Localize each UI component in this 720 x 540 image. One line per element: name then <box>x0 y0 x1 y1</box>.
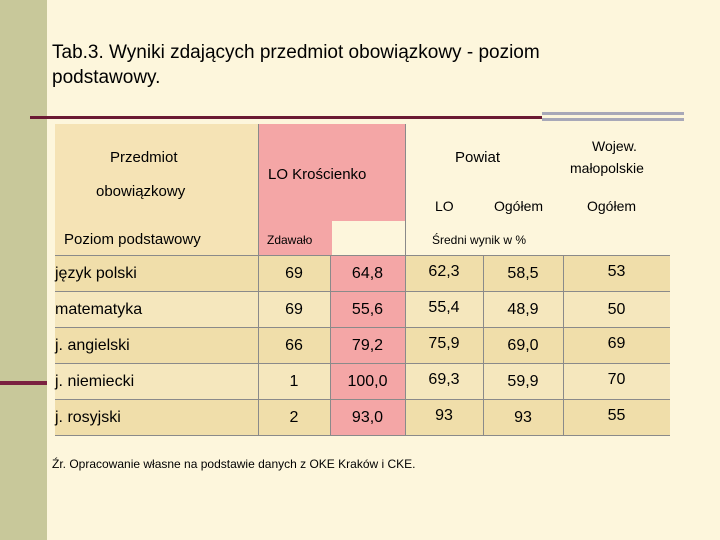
left-decor-notch <box>0 381 47 385</box>
header-zdawalo-cell <box>258 221 332 255</box>
header-wojew: Wojew. <box>592 138 637 154</box>
lo-cell: 75,9 <box>428 335 460 352</box>
ogolem-cell: 93 <box>514 409 532 426</box>
lo-kroscienko-cell: 55,6 <box>351 301 384 318</box>
ogolem-cell: 69,0 <box>507 337 539 354</box>
lo-kroscienko-column <box>330 255 405 435</box>
lo-kroscienko-cell: 64,8 <box>351 265 384 282</box>
subject-cell: język polski <box>55 265 137 282</box>
header-ogolem-powiat: Ogółem <box>494 198 544 214</box>
grid-line <box>55 399 670 400</box>
wojew-cell: 70 <box>607 371 626 388</box>
header-level-cell <box>55 221 258 255</box>
subject-cell: j. angielski <box>55 337 130 354</box>
wojew-cell: 69 <box>607 335 626 352</box>
header-subject-cell <box>55 124 258 221</box>
lo-cell: 93 <box>435 407 453 424</box>
lo-kroscienko-cell: 79,2 <box>351 337 384 354</box>
left-decor-band <box>0 0 47 540</box>
grid-line <box>55 291 670 292</box>
title-rule-accent-bottom <box>542 118 684 121</box>
grid-line <box>483 255 484 435</box>
header-lo: LO <box>435 198 454 214</box>
header-powiat: Powiat <box>455 149 501 166</box>
wojew-cell: 50 <box>607 301 626 318</box>
grid-line <box>55 327 670 328</box>
slide-title: Tab.3. Wyniki zdających przedmiot obowią… <box>52 42 540 88</box>
grid-line <box>258 124 259 435</box>
lo-cell: 55,4 <box>428 299 460 316</box>
zdawalo-cell: 66 <box>285 337 303 354</box>
lo-cell: 69,3 <box>428 371 460 388</box>
title-rule-accent-top <box>542 112 684 115</box>
zdawalo-cell: 69 <box>285 265 303 282</box>
zdawalo-cell: 2 <box>289 409 299 426</box>
grid-line <box>563 255 564 435</box>
grid-line <box>55 435 670 436</box>
header-malopolskie: małopolskie <box>570 160 644 176</box>
wojew-cell: 53 <box>607 263 626 280</box>
header-poziom: Poziom podstawowy <box>64 231 201 248</box>
lo-kroscienko-cell: 100,0 <box>347 373 388 390</box>
subject-cell: matematyka <box>55 301 143 318</box>
subject-cell: j. rosyjski <box>55 409 121 426</box>
grid-line <box>55 363 670 364</box>
grid-line <box>330 255 331 435</box>
ogolem-cell: 48,9 <box>507 301 539 318</box>
header-ogolem-wojew: Ogółem <box>587 198 637 214</box>
ogolem-cell: 59,9 <box>507 373 539 390</box>
grid-line <box>405 124 406 435</box>
ogolem-cell: 58,5 <box>507 265 539 282</box>
lo-cell: 62,3 <box>428 263 460 280</box>
header-lo-kroscienko: LO Krościenko <box>268 166 367 183</box>
wojew-cell: 55 <box>607 407 626 424</box>
subject-cell: j. niemiecki <box>55 373 135 390</box>
header-przedmiot: Przedmiot <box>110 149 178 166</box>
lo-kroscienko-cell: 93,0 <box>351 409 384 426</box>
source-note: Źr. Opracowanie własne na podstawie dany… <box>52 457 416 471</box>
zdawalo-cell: 1 <box>289 373 299 390</box>
title-rule <box>30 116 542 119</box>
header-obowiazkowy: obowiązkowy <box>96 183 186 200</box>
header-lo-kroscienko-cell <box>258 124 405 221</box>
grid-line <box>55 255 670 256</box>
header-zdawalo: Zdawało <box>267 233 313 247</box>
header-sredni-wynik: Średni wynik w % <box>432 233 527 247</box>
zdawalo-cell: 69 <box>285 301 303 318</box>
